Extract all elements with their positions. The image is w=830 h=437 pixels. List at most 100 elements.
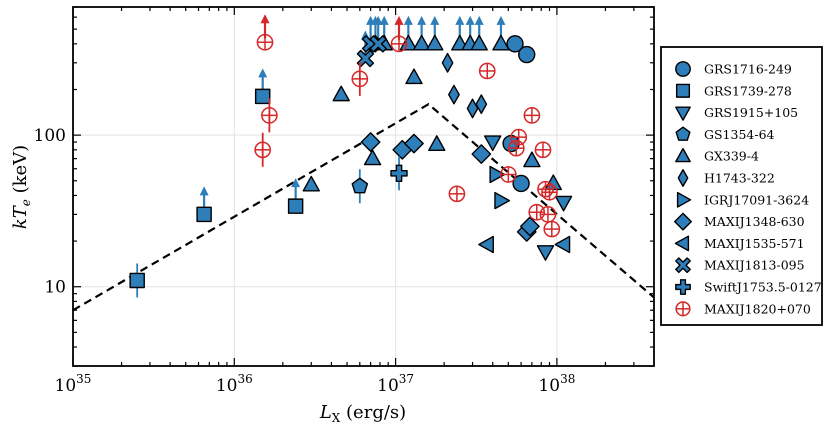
data-point [351, 177, 369, 194]
data-point [543, 220, 561, 238]
data-point [399, 34, 418, 51]
series-MAXIJ1535-571 [478, 235, 571, 254]
data-point [256, 33, 274, 51]
data-point [475, 94, 488, 115]
data-point [332, 85, 350, 102]
data-point [441, 52, 454, 73]
series-MAXIJ1348-630 [360, 132, 540, 242]
x-axis-label: LX (erg/s) [319, 402, 406, 425]
data-point [428, 135, 446, 151]
legend-label: MAXIJ1535-571 [704, 236, 805, 251]
legend-item: GRS1915+105 [675, 105, 798, 121]
legend-item: GS1354-64 [675, 126, 775, 142]
series-GRS1915+105 [484, 135, 573, 261]
legend-item: IGRJ17091-3624 [676, 191, 809, 208]
legend: GRS1716-249 GRS1739-278 GRS1915+105 GS1354-… [660, 46, 823, 326]
data-point [536, 245, 555, 261]
legend-item: MAXIJ1813-095 [675, 257, 805, 274]
data-point [478, 235, 494, 254]
legend-marker [677, 169, 689, 187]
data-point [426, 34, 444, 51]
plot-frame [72, 6, 655, 367]
data-point [554, 235, 571, 254]
data-point [478, 62, 496, 80]
data-point [254, 141, 272, 159]
legend-marker [675, 83, 691, 98]
legend-marker [675, 126, 691, 141]
data-point [492, 34, 510, 51]
data-point [489, 165, 506, 184]
legend-marker [675, 147, 691, 163]
data-point [404, 133, 424, 154]
data-point [356, 49, 375, 68]
data-point [351, 70, 369, 88]
data-point [287, 198, 304, 214]
data-point [507, 139, 525, 157]
legend-marker [675, 61, 691, 77]
x-tick-label: 1035 [55, 372, 92, 396]
legend-label: MAXIJ1813-095 [704, 258, 805, 273]
data-point [471, 144, 492, 164]
data-point [528, 203, 546, 221]
series-MAXIJ1813-095 [356, 15, 387, 68]
series-SwiftJ1753.5-0127 [390, 156, 408, 191]
data-point [302, 175, 320, 192]
data-point [519, 216, 540, 237]
data-point [448, 185, 466, 203]
data-point [369, 35, 387, 53]
lower-limit-arrow [366, 15, 376, 40]
data-point [523, 151, 541, 168]
legend-item: H1743-322 [677, 169, 775, 187]
legend-item: GRS1716-249 [675, 61, 792, 77]
data-point [129, 272, 145, 289]
y-tick-label: 10 [44, 278, 66, 298]
data-point [539, 206, 557, 223]
legend-marker [675, 106, 691, 121]
legend-label: SwiftJ1753.5-0127 [704, 280, 822, 295]
legend-marker [674, 235, 690, 252]
data-point [484, 135, 502, 152]
legend-marker [675, 301, 691, 317]
lower-limit-arrow [373, 15, 383, 40]
series-IGRJ17091-3624 [489, 165, 511, 210]
legend-label: H1743-322 [704, 171, 775, 186]
model-line [73, 102, 654, 312]
legend-item: MAXIJ1820+070 [675, 301, 811, 317]
data-point [363, 149, 382, 166]
legend-item: GRS1739-278 [675, 83, 792, 98]
legend-item: SwiftJ1753.5-0127 [675, 279, 822, 295]
data-point [554, 195, 573, 212]
data-point [499, 166, 517, 183]
y-axis-label: kTe (keV) [10, 145, 33, 229]
data-point [534, 141, 552, 159]
data-point [470, 34, 488, 51]
data-point [541, 183, 558, 201]
legend-marker [674, 212, 692, 231]
data-point [448, 84, 460, 105]
data-point [360, 132, 381, 152]
data-point [510, 128, 528, 146]
legend-item: GX339-4 [675, 147, 759, 164]
data-point [254, 88, 271, 105]
legend-label: GRS1915+105 [704, 105, 798, 120]
data-point [494, 191, 511, 210]
series-GS1354-64 [351, 169, 369, 204]
data-point [390, 35, 408, 53]
series-H1743-322 [441, 52, 488, 119]
legend-label: IGRJ17091-3624 [704, 192, 809, 207]
data-point [512, 174, 530, 193]
data-point [523, 107, 541, 124]
x-tick-label: 1037 [377, 372, 414, 396]
data-point [261, 107, 278, 124]
data-point [405, 68, 423, 85]
series-GRS1739-278 [129, 68, 304, 298]
series-MAXIJ1820+070 [254, 14, 561, 238]
model-curve [73, 102, 654, 312]
legend-label: MAXIJ1820+070 [704, 301, 811, 316]
legend-marker [675, 279, 691, 295]
legend-label: GRS1739-278 [704, 83, 792, 98]
legend-marker [675, 257, 691, 274]
data-point [412, 34, 431, 51]
legend-label: GS1354-64 [704, 127, 775, 142]
